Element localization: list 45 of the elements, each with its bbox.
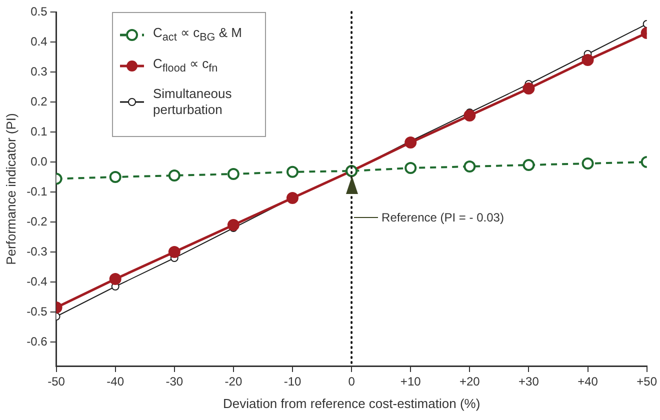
y-tick-label: 0.1	[30, 124, 48, 138]
x-axis-title: Deviation from reference cost-estimation (%)	[222, 396, 480, 411]
point	[582, 158, 594, 170]
y-tick-label: -0.1	[26, 184, 48, 198]
y-tick-label: 0.5	[30, 4, 48, 18]
point	[168, 246, 180, 258]
x-tick-label: +10	[400, 374, 422, 389]
point	[404, 136, 417, 148]
point	[582, 54, 594, 66]
point	[286, 192, 298, 204]
y-tick-label: -0.3	[26, 244, 48, 258]
legend-label: C$_{flood}$ ∝ c$_{fn}$	[153, 56, 218, 76]
x-tick-label: -10	[284, 374, 302, 389]
legend-label: C$_{act}$ ∝ c$_{BG}$ & M	[153, 25, 242, 46]
x-tick-label: +30	[518, 374, 540, 389]
y-tick-label: -0.2	[26, 214, 48, 228]
x-tick-label: -30	[166, 374, 184, 389]
x-tick-label: -50	[48, 374, 66, 389]
y-tick-label: 0.0	[30, 154, 48, 168]
y-tick-label: -0.4	[26, 274, 48, 288]
x-tick-label: -40	[106, 374, 124, 389]
point	[168, 170, 180, 182]
point	[464, 110, 476, 122]
legend-label: Simultaneous perturbation	[153, 86, 233, 118]
point	[404, 162, 417, 174]
annotation: Reference (PI = - 0.03)	[382, 210, 504, 224]
point	[109, 171, 122, 183]
point	[109, 273, 122, 285]
point	[464, 160, 476, 172]
x-tick-label: +20	[459, 374, 480, 389]
y-tick-label: 0.2	[30, 94, 48, 108]
point	[286, 166, 298, 178]
x-tick-label: 0	[348, 374, 356, 389]
y-tick-label: 0.3	[30, 64, 48, 78]
point	[522, 82, 535, 94]
x-tick-label: -20	[224, 374, 242, 389]
y-axis-title: Performance indicator (PI)	[3, 113, 18, 265]
x-tick-label: +40	[578, 374, 598, 389]
point	[227, 219, 240, 231]
point	[522, 159, 535, 171]
x-tick-label: +50	[636, 374, 658, 389]
y-tick-label: 0.4	[30, 34, 48, 48]
y-tick-label: -0.5	[26, 304, 48, 318]
point	[227, 168, 240, 180]
y-tick-label: -0.6	[26, 334, 48, 348]
